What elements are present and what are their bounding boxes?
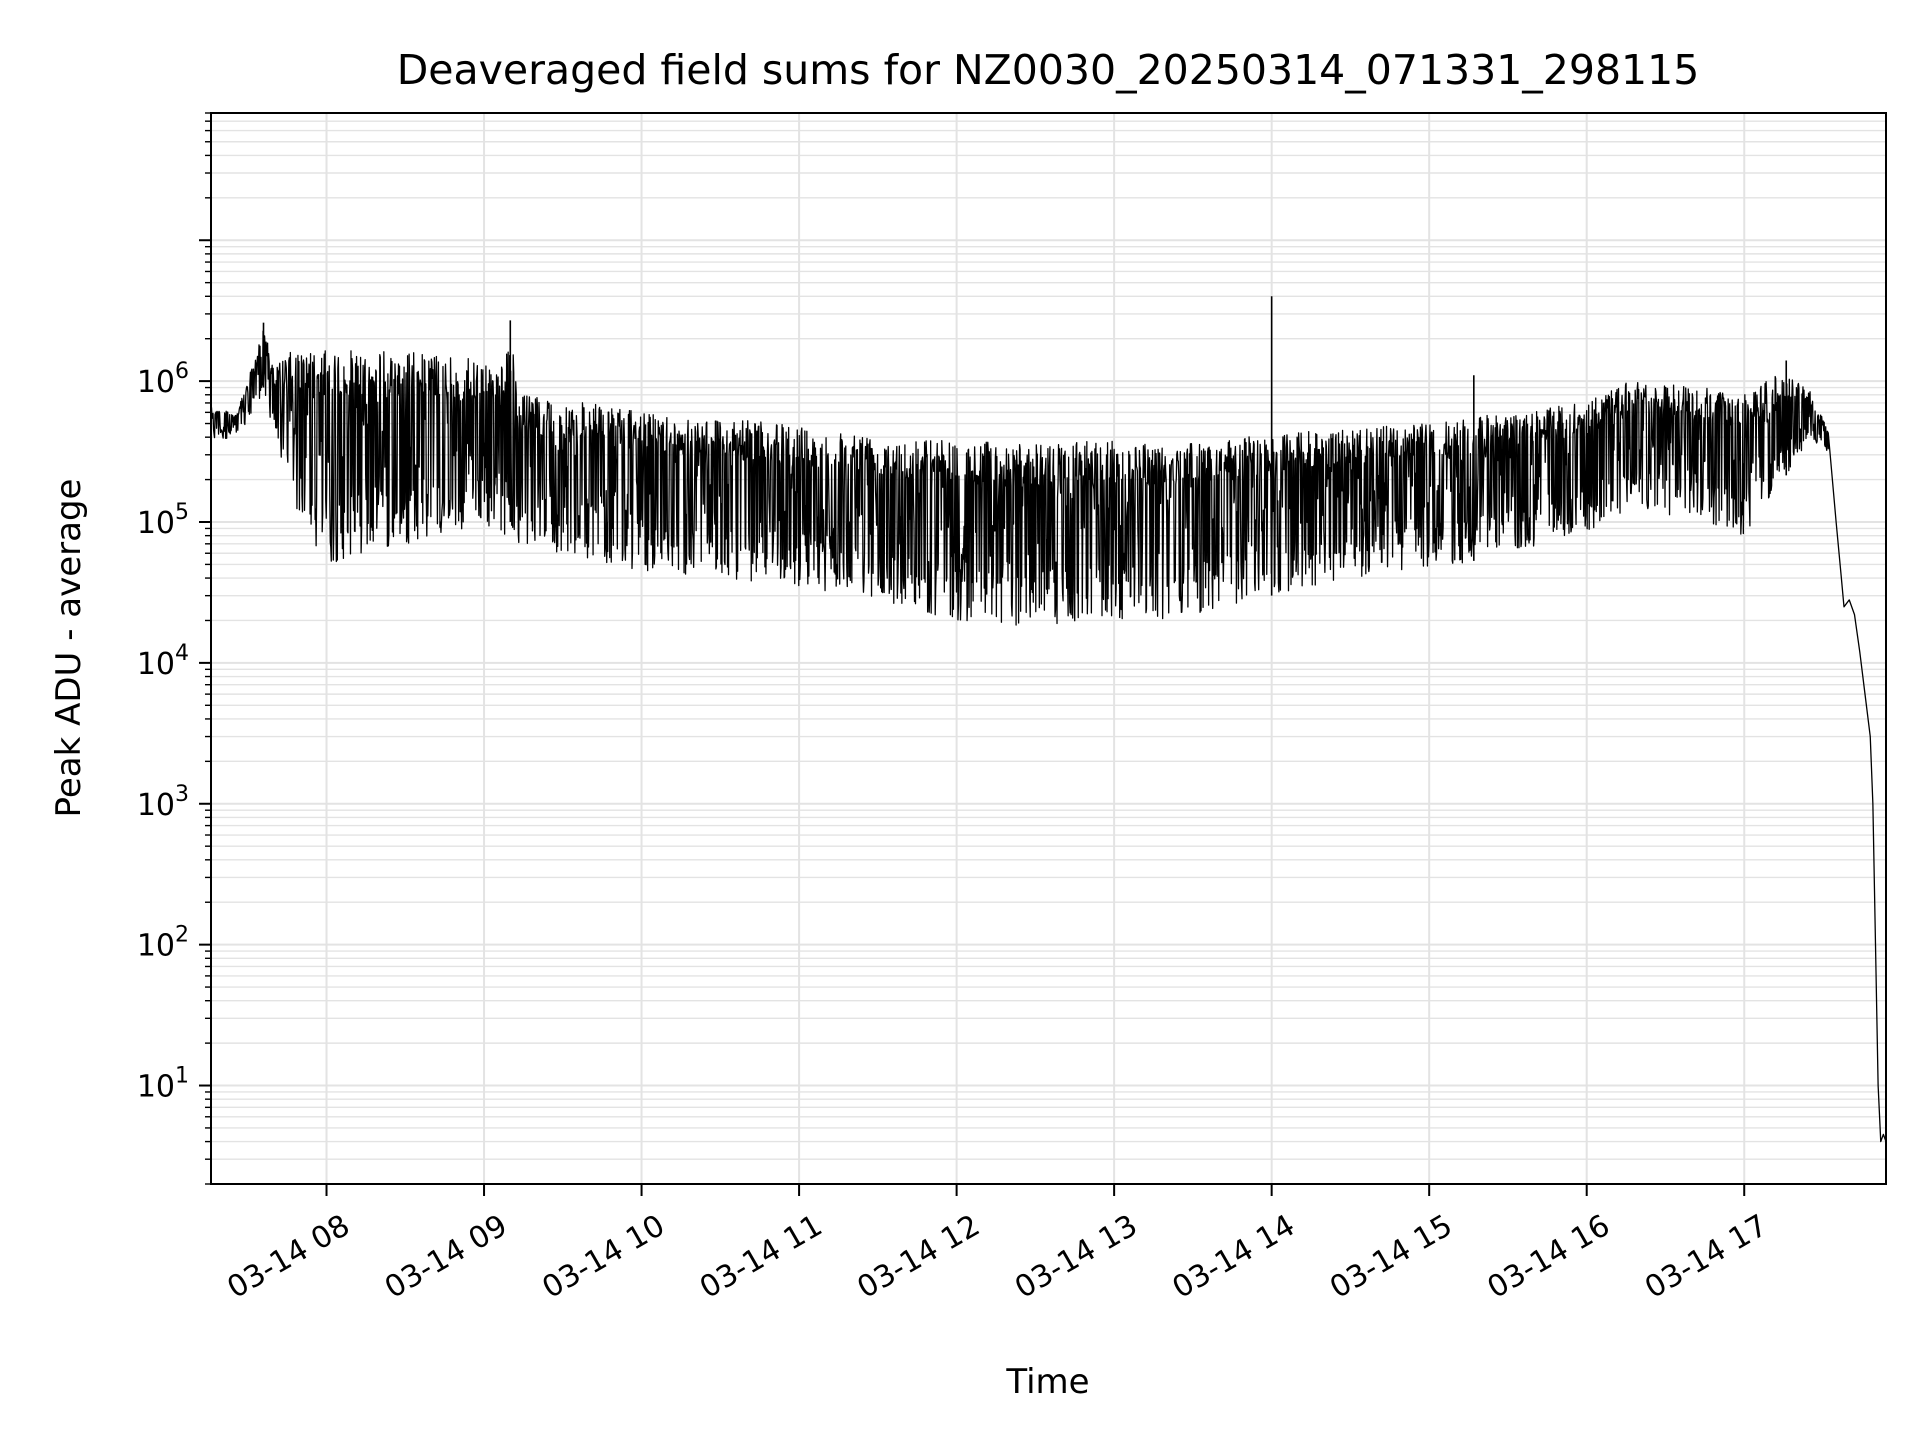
y-tick-label: 104 bbox=[137, 641, 189, 682]
series-line bbox=[210, 330, 1887, 1143]
y-tick-label: 105 bbox=[137, 500, 189, 541]
y-tick-label: 106 bbox=[137, 359, 189, 400]
axis-ticks bbox=[199, 112, 1746, 1196]
y-tick-base: 10 bbox=[137, 929, 175, 964]
y-tick-base: 10 bbox=[137, 365, 175, 400]
y-tick-label: 102 bbox=[137, 923, 189, 964]
y-tick-exponent: 2 bbox=[175, 923, 189, 948]
y-tick-exponent: 4 bbox=[175, 641, 189, 666]
series bbox=[210, 296, 1887, 1143]
x-axis-label: Time bbox=[1005, 1362, 1089, 1402]
y-axis-label: Peak ADU - average bbox=[49, 479, 89, 818]
y-tick-exponent: 5 bbox=[175, 500, 189, 525]
y-tick-label: 103 bbox=[137, 782, 189, 823]
y-tick-base: 10 bbox=[137, 788, 175, 823]
y-tick-exponent: 1 bbox=[175, 1064, 189, 1089]
plot-frame bbox=[210, 112, 1887, 1185]
grid bbox=[211, 112, 1886, 1185]
y-tick-base: 10 bbox=[137, 506, 175, 541]
y-tick-exponent: 6 bbox=[175, 359, 189, 384]
y-tick-label: 101 bbox=[137, 1064, 189, 1105]
y-tick-exponent: 3 bbox=[175, 782, 189, 807]
chart-title: Deaveraged field sums for NZ0030_2025031… bbox=[397, 46, 1700, 94]
y-tick-base: 10 bbox=[137, 1070, 175, 1105]
y-tick-base: 10 bbox=[137, 647, 175, 682]
